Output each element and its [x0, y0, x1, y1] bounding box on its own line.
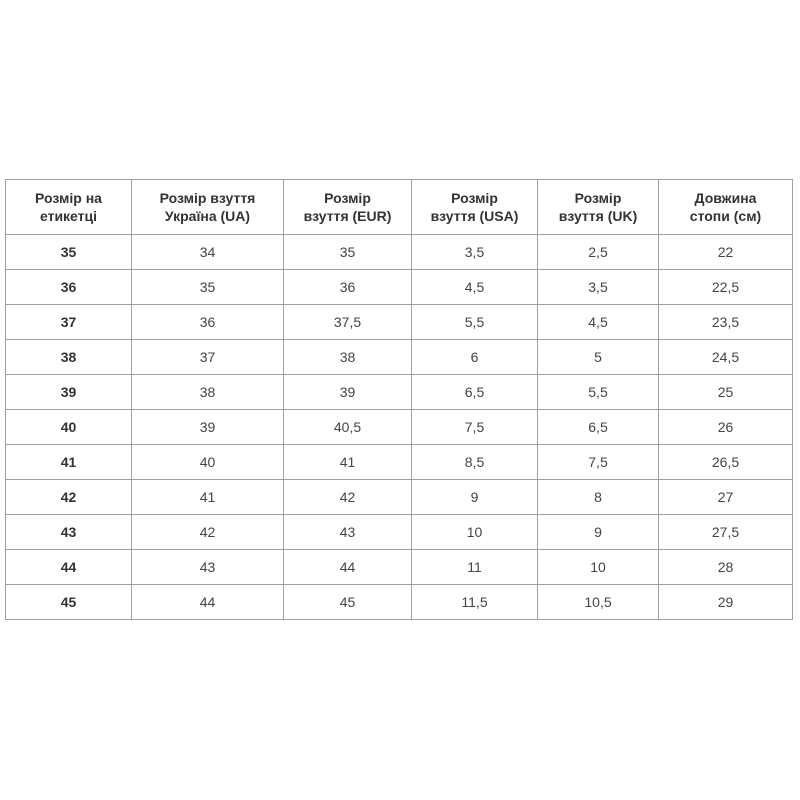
table-cell: 8,5 — [411, 444, 538, 480]
label-size-cell: 43 — [5, 514, 132, 550]
table-cell: 25 — [658, 374, 793, 410]
table-cell: 4,5 — [411, 269, 538, 305]
table-cell: 34 — [131, 234, 284, 270]
table-cell: 36 — [283, 269, 412, 305]
table-cell: 28 — [658, 549, 793, 585]
table-cell: 35 — [283, 234, 412, 270]
table-cell: 6 — [411, 339, 538, 375]
table-row: 40 39 40,5 7,5 6,5 26 — [5, 409, 793, 445]
column-header-line: взуття (USA) — [430, 208, 519, 224]
table-row: 39 38 39 6,5 5,5 25 — [5, 374, 793, 410]
table-cell: 10,5 — [537, 584, 659, 620]
label-size-cell: 45 — [5, 584, 132, 620]
table-row: 41 40 41 8,5 7,5 26,5 — [5, 444, 793, 480]
column-header: Розмір взуття (UK) — [537, 179, 659, 235]
column-header-line: Розмір — [324, 190, 371, 206]
table-cell: 26,5 — [658, 444, 793, 480]
table-cell: 36 — [131, 304, 284, 340]
table-cell: 10 — [411, 514, 538, 550]
table-cell: 6,5 — [411, 374, 538, 410]
table-cell: 11 — [411, 549, 538, 585]
table-cell: 27 — [658, 479, 793, 515]
label-size-cell: 37 — [5, 304, 132, 340]
label-size-cell: 38 — [5, 339, 132, 375]
label-size-cell: 35 — [5, 234, 132, 270]
table-cell: 4,5 — [537, 304, 659, 340]
table-cell: 44 — [283, 549, 412, 585]
table-row: 38 37 38 6 5 24,5 — [5, 339, 793, 375]
table-cell: 42 — [131, 514, 284, 550]
table-cell: 27,5 — [658, 514, 793, 550]
table-cell: 39 — [131, 409, 284, 445]
table-cell: 5 — [537, 339, 659, 375]
table-cell: 22 — [658, 234, 793, 270]
table-cell: 9 — [411, 479, 538, 515]
table-cell: 41 — [283, 444, 412, 480]
table-cell: 5,5 — [537, 374, 659, 410]
column-header-line: взуття (UK) — [558, 208, 638, 224]
table-cell: 7,5 — [411, 409, 538, 445]
label-size-cell: 44 — [5, 549, 132, 585]
table-row: 45 44 45 11,5 10,5 29 — [5, 584, 793, 620]
table-cell: 42 — [283, 479, 412, 515]
label-size-cell: 42 — [5, 479, 132, 515]
column-header-line: Україна (UA) — [164, 208, 251, 224]
table-cell: 5,5 — [411, 304, 538, 340]
table-cell: 44 — [131, 584, 284, 620]
table-row: 42 41 42 9 8 27 — [5, 479, 793, 515]
size-chart-table: Розмір на етикетці Розмір взуття Україна (U… — [5, 179, 793, 620]
column-header-line: Розмір — [451, 190, 498, 206]
table-cell: 37 — [131, 339, 284, 375]
table-cell: 7,5 — [537, 444, 659, 480]
table-cell: 2,5 — [537, 234, 659, 270]
table-cell: 39 — [283, 374, 412, 410]
table-cell: 23,5 — [658, 304, 793, 340]
table-row: 44 43 44 11 10 28 — [5, 549, 793, 585]
column-header-line: Довжина — [694, 190, 757, 206]
label-size-cell: 36 — [5, 269, 132, 305]
table-row: 37 36 37,5 5,5 4,5 23,5 — [5, 304, 793, 340]
table-cell: 43 — [283, 514, 412, 550]
column-header: Розмір на етикетці — [5, 179, 132, 235]
table-cell: 38 — [131, 374, 284, 410]
table-cell: 3,5 — [411, 234, 538, 270]
table-cell: 22,5 — [658, 269, 793, 305]
column-header-line: Розмір на — [35, 190, 102, 206]
table-cell: 26 — [658, 409, 793, 445]
table-cell: 43 — [131, 549, 284, 585]
table-cell: 40 — [131, 444, 284, 480]
table-cell: 10 — [537, 549, 659, 585]
column-header-line: етикетці — [39, 208, 98, 224]
table-cell: 41 — [131, 479, 284, 515]
table-cell: 24,5 — [658, 339, 793, 375]
table-cell: 37,5 — [283, 304, 412, 340]
column-header-line: стопи (см) — [689, 208, 762, 224]
table-cell: 11,5 — [411, 584, 538, 620]
table-cell: 29 — [658, 584, 793, 620]
label-size-cell: 40 — [5, 409, 132, 445]
column-header: Розмір взуття Україна (UA) — [131, 179, 284, 235]
column-header: Розмір взуття (USA) — [411, 179, 538, 235]
table-row: 35 34 35 3,5 2,5 22 — [5, 234, 793, 270]
table-cell: 8 — [537, 479, 659, 515]
table-cell: 3,5 — [537, 269, 659, 305]
label-size-cell: 39 — [5, 374, 132, 410]
table-cell: 45 — [283, 584, 412, 620]
column-header-line: Розмір — [574, 190, 622, 206]
table-row: 43 42 43 10 9 27,5 — [5, 514, 793, 550]
column-header-line: Розмір взуття — [159, 190, 256, 206]
column-header: Довжина стопи (см) — [658, 179, 793, 235]
column-header-line: взуття (EUR) — [303, 208, 392, 224]
column-header: Розмір взуття (EUR) — [283, 179, 412, 235]
table-cell: 40,5 — [283, 409, 412, 445]
header-row: Розмір на етикетці Розмір взуття Україна (U… — [5, 179, 793, 235]
table-row: 36 35 36 4,5 3,5 22,5 — [5, 269, 793, 305]
table-cell: 9 — [537, 514, 659, 550]
table-cell: 6,5 — [537, 409, 659, 445]
label-size-cell: 41 — [5, 444, 132, 480]
table-cell: 38 — [283, 339, 412, 375]
table-cell: 35 — [131, 269, 284, 305]
